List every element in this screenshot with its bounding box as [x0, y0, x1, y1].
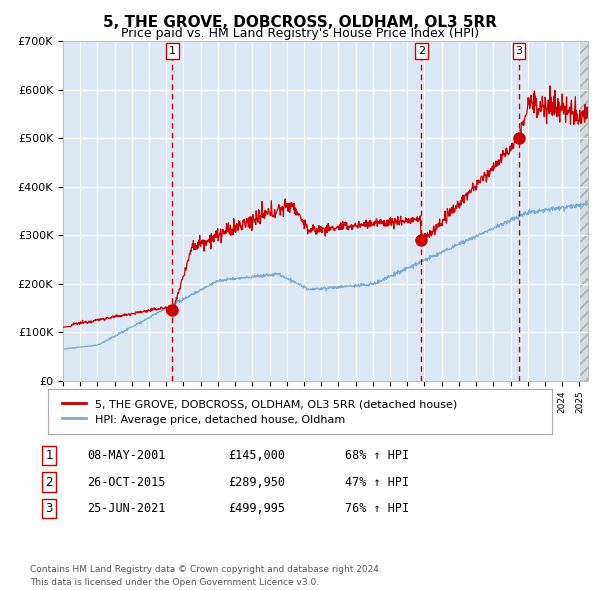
Text: £289,950: £289,950	[228, 476, 285, 489]
Text: £145,000: £145,000	[228, 449, 285, 462]
Text: 1: 1	[169, 46, 176, 56]
Text: 5, THE GROVE, DOBCROSS, OLDHAM, OL3 5RR: 5, THE GROVE, DOBCROSS, OLDHAM, OL3 5RR	[103, 15, 497, 30]
Text: Price paid vs. HM Land Registry's House Price Index (HPI): Price paid vs. HM Land Registry's House …	[121, 27, 479, 40]
Text: 76% ↑ HPI: 76% ↑ HPI	[345, 502, 409, 515]
Bar	[580, 41, 588, 381]
Text: 47% ↑ HPI: 47% ↑ HPI	[345, 476, 409, 489]
Text: 25-JUN-2021: 25-JUN-2021	[87, 502, 166, 515]
Text: 2: 2	[46, 476, 53, 489]
Text: Contains HM Land Registry data © Crown copyright and database right 2024.
This d: Contains HM Land Registry data © Crown c…	[30, 565, 382, 587]
Text: 68% ↑ HPI: 68% ↑ HPI	[345, 449, 409, 462]
Text: £499,995: £499,995	[228, 502, 285, 515]
Bar	[580, 41, 588, 381]
Text: 2: 2	[418, 46, 425, 56]
Text: 08-MAY-2001: 08-MAY-2001	[87, 449, 166, 462]
Text: 26-OCT-2015: 26-OCT-2015	[87, 476, 166, 489]
Text: 3: 3	[46, 502, 53, 515]
Legend: 5, THE GROVE, DOBCROSS, OLDHAM, OL3 5RR (detached house), HPI: Average price, de: 5, THE GROVE, DOBCROSS, OLDHAM, OL3 5RR …	[59, 395, 461, 428]
Text: 3: 3	[515, 46, 522, 56]
Text: 1: 1	[46, 449, 53, 462]
